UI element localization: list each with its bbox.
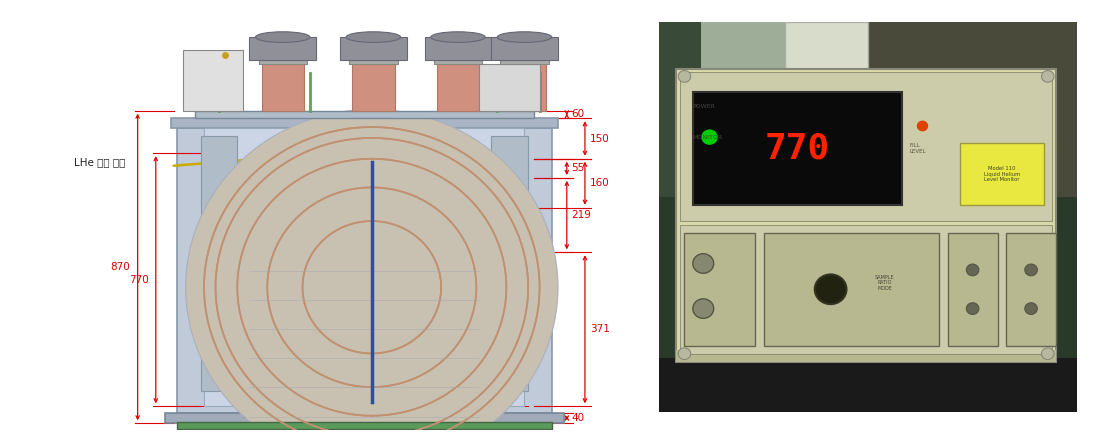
Bar — [491, 37, 557, 60]
Bar — [680, 72, 1052, 221]
Bar — [249, 37, 317, 60]
Text: 371: 371 — [590, 324, 610, 334]
Text: LHe 레벨 미터: LHe 레벨 미터 — [75, 157, 125, 167]
Circle shape — [692, 254, 713, 273]
Text: 150: 150 — [590, 134, 610, 144]
Text: 219: 219 — [571, 210, 591, 220]
Bar — [701, 22, 868, 69]
Bar — [500, 60, 548, 64]
Bar — [947, 233, 998, 346]
Circle shape — [966, 264, 979, 276]
Bar — [659, 358, 1077, 412]
Circle shape — [692, 299, 713, 319]
Circle shape — [678, 71, 691, 82]
Bar — [177, 128, 552, 413]
Text: 770: 770 — [765, 132, 830, 166]
Bar — [201, 136, 237, 391]
Bar — [341, 37, 407, 60]
Bar — [676, 69, 1056, 362]
Bar — [659, 22, 868, 197]
Bar — [184, 50, 244, 111]
Bar — [659, 166, 1077, 412]
Text: 50: 50 — [310, 163, 323, 173]
Bar — [961, 143, 1044, 205]
Bar — [868, 22, 1077, 197]
Circle shape — [1042, 348, 1054, 359]
Bar — [424, 37, 491, 60]
Ellipse shape — [431, 32, 486, 43]
Text: 770: 770 — [129, 275, 148, 285]
Bar — [349, 60, 398, 64]
Ellipse shape — [255, 32, 310, 43]
Text: 40: 40 — [571, 413, 585, 423]
Bar — [491, 136, 528, 391]
Text: 870: 870 — [111, 262, 131, 272]
Bar — [685, 233, 755, 346]
Circle shape — [918, 121, 928, 131]
Text: 160: 160 — [590, 178, 610, 188]
Circle shape — [1024, 303, 1037, 315]
Text: FILL
LEVEL: FILL LEVEL — [910, 143, 926, 154]
Circle shape — [678, 348, 691, 359]
Text: 70: 70 — [241, 410, 254, 420]
Bar — [503, 64, 546, 111]
Ellipse shape — [498, 32, 552, 43]
Bar — [680, 225, 1052, 354]
Bar — [692, 92, 901, 205]
Circle shape — [966, 303, 979, 315]
Bar — [479, 64, 540, 111]
Bar — [785, 22, 868, 92]
Circle shape — [814, 274, 846, 304]
Ellipse shape — [346, 32, 401, 43]
Text: POWER: POWER — [692, 104, 715, 109]
Circle shape — [1042, 71, 1054, 82]
Bar — [171, 118, 558, 128]
Bar — [258, 60, 307, 64]
Bar — [177, 422, 552, 429]
Text: 590: 590 — [198, 278, 218, 288]
Bar — [262, 64, 303, 111]
Bar — [676, 350, 1056, 362]
Bar — [353, 64, 395, 111]
Text: MONITOR: MONITOR — [692, 135, 723, 140]
Ellipse shape — [186, 109, 558, 434]
Bar — [437, 64, 479, 111]
Text: SAMPLE
RATIO
MODE: SAMPLE RATIO MODE — [875, 275, 895, 291]
Bar — [1006, 233, 1056, 346]
Bar — [434, 60, 482, 64]
Circle shape — [1024, 264, 1037, 276]
Bar — [165, 413, 564, 423]
Bar — [196, 111, 534, 118]
Circle shape — [702, 130, 717, 144]
Text: 60: 60 — [571, 109, 585, 119]
Bar — [764, 233, 940, 346]
Text: 160: 160 — [214, 173, 234, 183]
Text: Model 110
Liquid Helium
Level Monitor: Model 110 Liquid Helium Level Monitor — [984, 166, 1020, 182]
Text: 55: 55 — [571, 163, 585, 173]
Bar — [204, 128, 524, 406]
